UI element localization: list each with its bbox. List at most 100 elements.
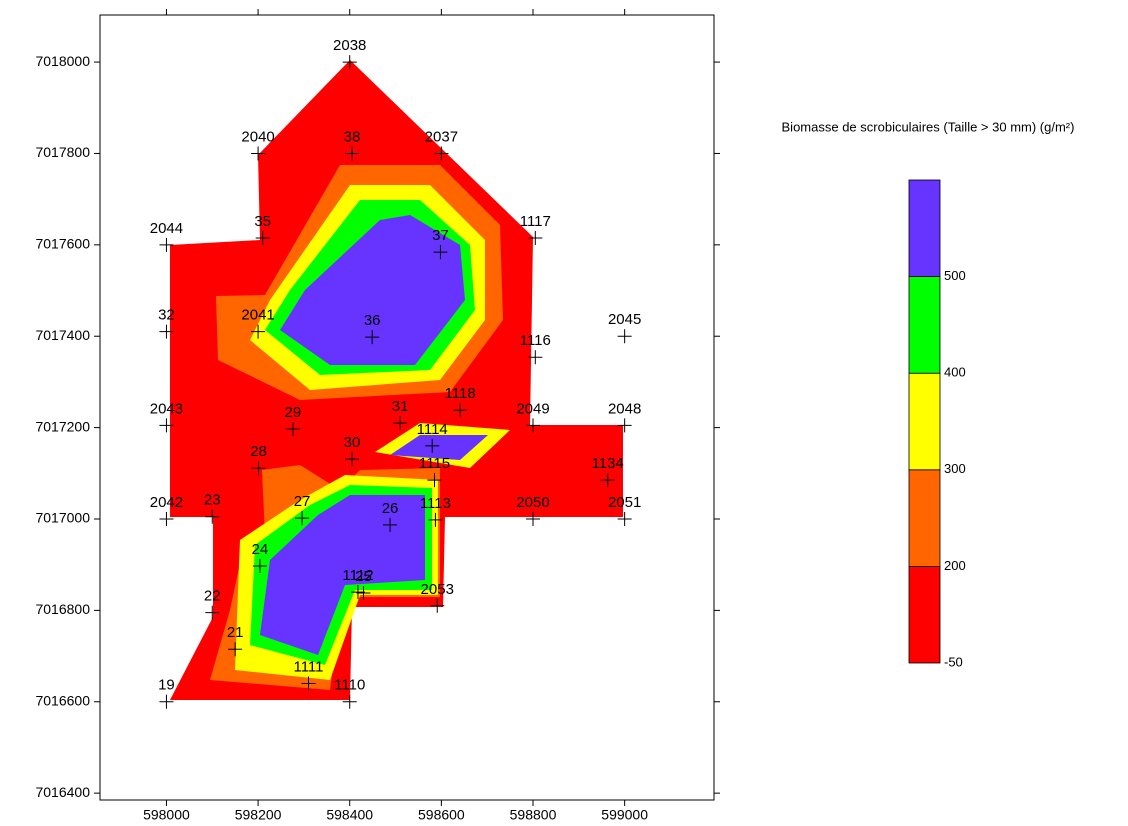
y-tick-label: 7016600	[35, 692, 90, 708]
station-label: 2048	[608, 400, 641, 417]
station-label: 36	[364, 312, 381, 329]
station-marker	[251, 324, 266, 339]
station-marker	[251, 146, 266, 161]
station-marker	[393, 416, 408, 431]
station-label: 24	[252, 541, 269, 558]
colorbar-title: Biomasse de scrobiculaires (Taille > 30 …	[782, 119, 1075, 134]
station-marker	[528, 350, 543, 365]
station-marker	[383, 517, 398, 532]
station-label: 28	[250, 443, 267, 460]
station-label: 29	[285, 404, 302, 421]
station-marker	[345, 146, 360, 161]
station-label: 2044	[150, 220, 183, 237]
station-marker	[295, 511, 310, 526]
station-marker	[617, 329, 632, 344]
station-label: 27	[294, 493, 311, 510]
station-marker	[350, 585, 365, 600]
station-label: 2037	[425, 128, 458, 145]
station-label: 1112	[342, 567, 373, 584]
station-label: 2051	[608, 494, 641, 511]
y-tick-label: 7016400	[35, 784, 90, 800]
station-label: 2041	[241, 307, 274, 324]
station-label: 1113	[420, 495, 451, 512]
station-marker	[205, 605, 220, 620]
y-tick-label: 7017600	[35, 236, 90, 252]
station-marker	[285, 421, 300, 436]
station-label: 38	[344, 128, 361, 145]
station-marker	[159, 511, 174, 526]
station-label: 1116	[520, 332, 551, 349]
station-marker	[159, 324, 174, 339]
station-marker	[159, 694, 174, 709]
station-label: 1134	[592, 455, 624, 472]
station-label: 31	[392, 398, 409, 415]
station-label: 1118	[445, 385, 476, 402]
station-label: 23	[204, 492, 221, 509]
y-tick-label: 7018000	[35, 53, 90, 69]
station-marker	[430, 598, 445, 613]
station-label: 1110	[334, 677, 365, 694]
colorbar-band	[908, 179, 941, 277]
station-marker	[342, 55, 357, 70]
x-tick-label: 599000	[601, 807, 648, 823]
station-marker	[356, 586, 371, 601]
station-label: 2038	[333, 37, 366, 54]
x-tick-label: 598200	[235, 807, 282, 823]
frame	[99, 14, 715, 801]
colorbar-label: -50	[944, 654, 963, 669]
station-label: 2050	[516, 494, 549, 511]
x-tick-label: 598400	[326, 807, 373, 823]
station-label: 22	[204, 588, 221, 605]
colorbar-label: 300	[944, 461, 966, 476]
station-marker	[433, 245, 448, 260]
station-label: 2045	[608, 311, 641, 328]
station-marker	[159, 237, 174, 252]
station-label: 2040	[241, 128, 274, 145]
station-marker	[228, 642, 243, 657]
station-marker	[159, 418, 174, 433]
station-label: 30	[344, 434, 361, 451]
station-marker	[342, 694, 357, 709]
colorbar-band	[908, 469, 941, 567]
station-label: 2043	[150, 400, 183, 417]
station-label: 26	[382, 500, 399, 517]
station-label: 35	[254, 213, 271, 230]
station-label: 2053	[421, 581, 454, 598]
station-marker	[425, 438, 440, 453]
station-label: 1114	[417, 421, 448, 438]
y-tick-label: 7016800	[35, 601, 90, 617]
colorbar-label: 200	[944, 558, 966, 573]
x-tick-label: 598000	[143, 807, 190, 823]
station-marker	[453, 403, 468, 418]
station-marker	[528, 230, 543, 245]
contour-band	[390, 435, 488, 460]
station-marker	[617, 511, 632, 526]
y-tick-label: 7017800	[35, 144, 90, 160]
station-label: 25	[355, 568, 372, 585]
y-tick-label: 7017000	[35, 510, 90, 526]
contour-band	[280, 215, 465, 365]
x-tick-label: 598600	[418, 807, 465, 823]
colorbar-band	[908, 276, 941, 374]
station-marker	[434, 146, 449, 161]
station-marker	[428, 512, 443, 527]
station-marker	[252, 559, 267, 574]
station-label: 2049	[516, 400, 549, 417]
station-label: 37	[432, 227, 449, 244]
colorbar-band	[908, 566, 941, 664]
station-marker	[526, 418, 541, 433]
station-marker	[617, 418, 632, 433]
station-marker	[427, 473, 442, 488]
station-marker	[526, 511, 541, 526]
station-label: 21	[227, 624, 244, 641]
colorbar-band	[908, 372, 941, 471]
station-label: 1117	[520, 213, 551, 230]
station-marker	[600, 473, 615, 488]
station-label: 1115	[419, 455, 450, 472]
x-tick-label: 598800	[510, 807, 557, 823]
station-marker	[301, 676, 316, 691]
station-marker	[345, 452, 360, 467]
contour-bands	[170, 60, 623, 700]
y-tick-label: 7017400	[35, 327, 90, 343]
